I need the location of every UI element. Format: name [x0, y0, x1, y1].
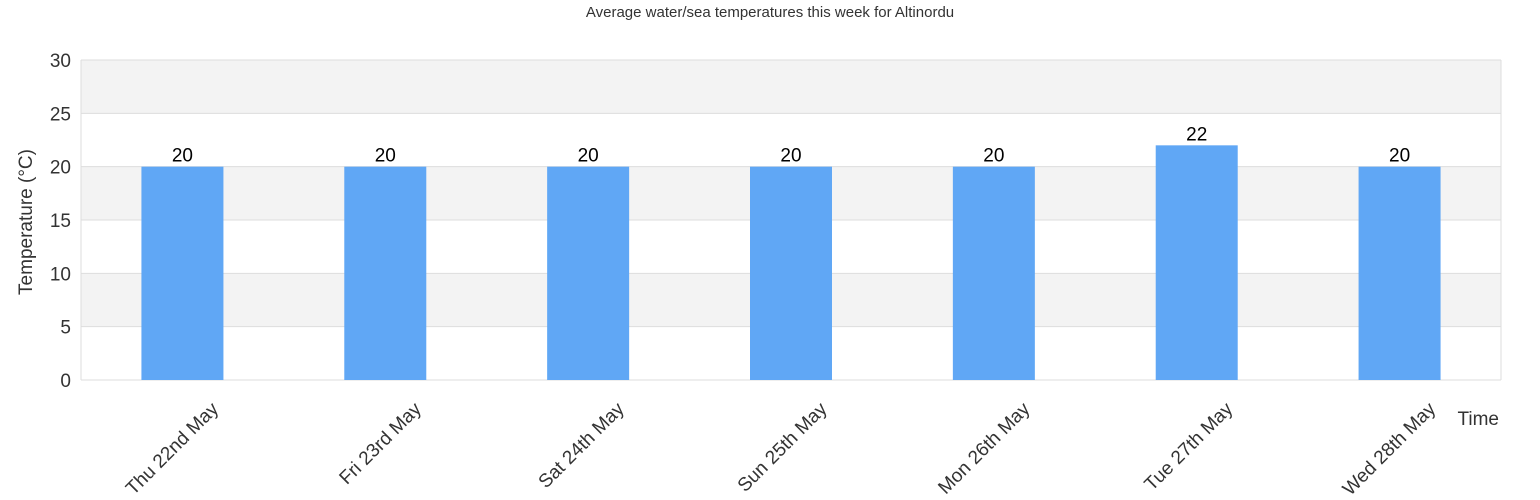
y-axis-ticks: 0 5 10 15 20 25 30 — [50, 51, 71, 392]
bar-value-label: 20 — [983, 146, 1004, 167]
x-tick-label: Fri 23rd May — [336, 398, 427, 489]
bar — [1358, 166, 1441, 380]
bar — [344, 166, 427, 380]
x-axis-ticks: Thu 22nd May Fri 23rd May Sat 24th May Sun … — [122, 398, 1440, 500]
bar — [547, 166, 630, 380]
plot-band — [81, 60, 1501, 114]
bars — [141, 145, 1441, 380]
bar-value-label: 20 — [578, 146, 599, 167]
bar-value-label: 20 — [1389, 146, 1410, 167]
y-tick-label: 25 — [50, 104, 71, 125]
y-tick-label: 15 — [50, 211, 71, 232]
y-tick-label: 30 — [50, 51, 71, 72]
x-tick-label: Tue 27th May — [1141, 398, 1238, 495]
bar — [1155, 145, 1238, 380]
y-axis-label: Temperature (°C) — [16, 149, 37, 295]
y-tick-label: 0 — [60, 371, 71, 392]
x-axis-label: Time — [1457, 409, 1499, 430]
bar-value-label: 22 — [1186, 124, 1207, 145]
bar-value-label: 20 — [780, 146, 801, 167]
data-labels: 20 20 20 20 20 22 20 — [172, 124, 1410, 166]
bar — [952, 166, 1035, 380]
bar — [750, 166, 832, 380]
chart-title: Average water/sea temperatures this week… — [586, 4, 954, 21]
y-tick-label: 20 — [50, 158, 71, 179]
x-tick-label: Mon 26th May — [934, 398, 1034, 498]
x-tick-label: Sun 25th May — [734, 398, 832, 496]
y-tick-label: 5 — [60, 318, 71, 339]
y-tick-label: 10 — [50, 264, 71, 285]
bar — [141, 166, 224, 380]
bar-value-label: 20 — [375, 146, 396, 167]
x-tick-label: Wed 28th May — [1339, 398, 1441, 500]
x-tick-label: Thu 22nd May — [122, 398, 223, 499]
bar-value-label: 20 — [172, 146, 193, 167]
x-tick-label: Sat 24th May — [535, 398, 629, 492]
